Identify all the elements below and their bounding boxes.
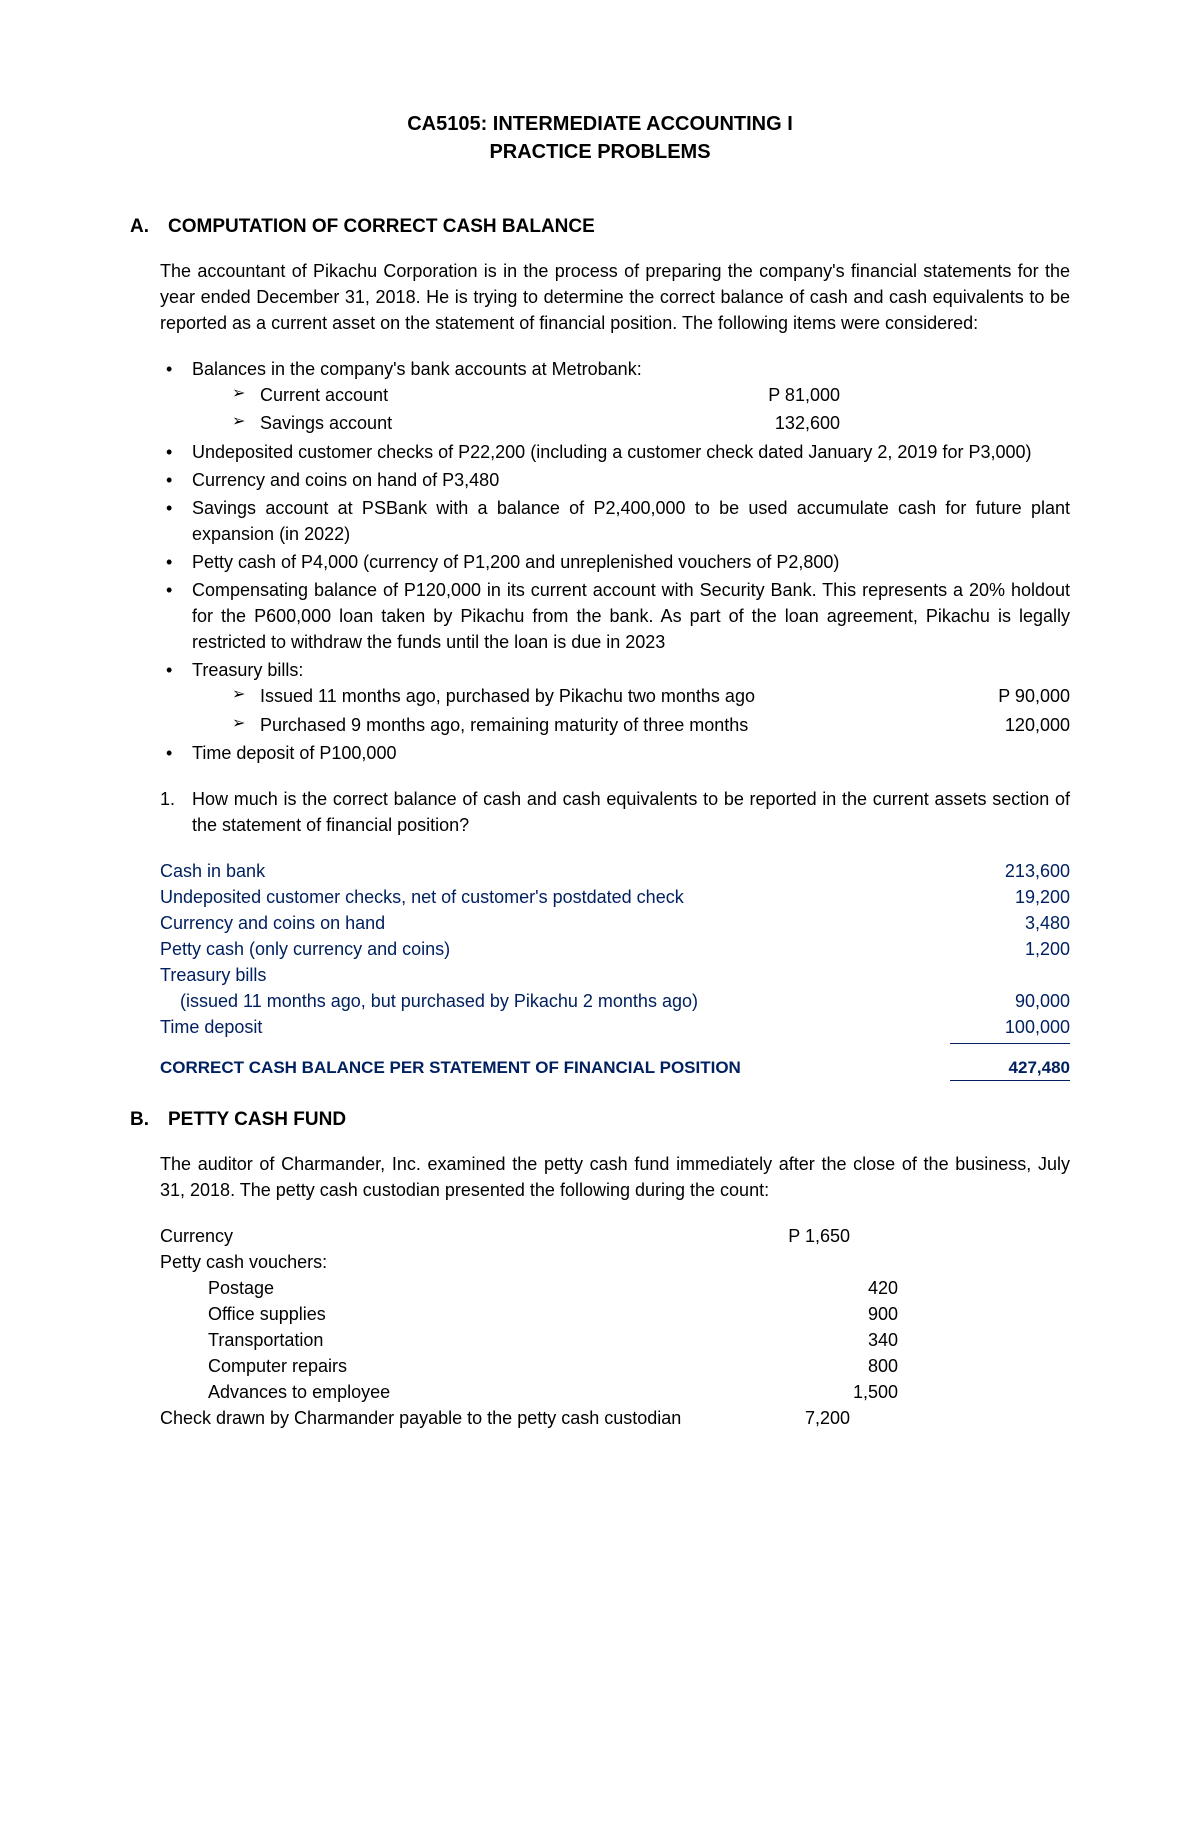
row-value: 800 xyxy=(798,1353,898,1379)
row-value: 340 xyxy=(798,1327,898,1353)
question-text: How much is the correct balance of cash … xyxy=(192,789,1070,835)
row-value: 1,500 xyxy=(798,1379,898,1405)
title-line-1: CA5105: INTERMEDIATE ACCOUNTING I xyxy=(130,110,1070,138)
petty-cash-table: Currency P 1,650 Petty cash vouchers: Po… xyxy=(160,1223,1070,1432)
bullet-item: Petty cash of P4,000 (currency of P1,200… xyxy=(160,549,1070,575)
bullet-item: Undeposited customer checks of P22,200 (… xyxy=(160,439,1070,465)
arrow-value: P 90,000 xyxy=(960,683,1070,709)
solution-row: Undeposited customer checks, net of cust… xyxy=(160,884,1070,910)
table-row: Transportation 340 xyxy=(160,1327,1070,1353)
bullet-item: Treasury bills: Issued 11 months ago, pu… xyxy=(160,657,1070,737)
solution-label: Undeposited customer checks, net of cust… xyxy=(160,884,950,910)
solution-value: 3,480 xyxy=(950,910,1070,936)
arrow-label: Savings account xyxy=(260,410,700,436)
table-row: Computer repairs 800 xyxy=(160,1353,1070,1379)
bullet-item: Balances in the company's bank accounts … xyxy=(160,356,1070,436)
row-label: Postage xyxy=(160,1275,798,1301)
section-b-heading: B. PETTY CASH FUND xyxy=(130,1109,1070,1131)
bank-account-sublist: Current account P 81,000 Savings account… xyxy=(232,382,1070,436)
bullet-item: Currency and coins on hand of P3,480 xyxy=(160,467,1070,493)
solution-label: Petty cash (only currency and coins) xyxy=(160,936,950,962)
document-page: CA5105: INTERMEDIATE ACCOUNTING I PRACTI… xyxy=(0,0,1200,1511)
table-row: Petty cash vouchers: xyxy=(160,1249,1070,1275)
solution-row: Currency and coins on hand 3,480 xyxy=(160,910,1070,936)
arrow-value: P 81,000 xyxy=(700,382,850,408)
solution-label: Cash in bank xyxy=(160,858,950,884)
document-title: CA5105: INTERMEDIATE ACCOUNTING I PRACTI… xyxy=(130,110,1070,166)
row-label: Currency xyxy=(160,1223,750,1249)
solution-value: 90,000 xyxy=(950,988,1070,1014)
section-a-heading: A. COMPUTATION OF CORRECT CASH BALANCE xyxy=(130,216,1070,238)
table-row: Postage 420 xyxy=(160,1275,1070,1301)
row-value: P 1,650 xyxy=(750,1223,850,1249)
solution-row: Treasury bills xyxy=(160,962,1070,988)
title-line-2: PRACTICE PROBLEMS xyxy=(130,138,1070,166)
section-a-questions: 1. How much is the correct balance of ca… xyxy=(160,786,1070,838)
treasury-bills-sublist: Issued 11 months ago, purchased by Pikac… xyxy=(232,683,1070,737)
row-label: Transportation xyxy=(160,1327,798,1353)
table-row: Check drawn by Charmander payable to the… xyxy=(160,1405,1070,1431)
arrow-item: Issued 11 months ago, purchased by Pikac… xyxy=(232,683,1070,709)
arrow-item: Purchased 9 months ago, remaining maturi… xyxy=(232,712,1070,738)
solution-row: (issued 11 months ago, but purchased by … xyxy=(160,988,1070,1014)
solution-table: Cash in bank 213,600 Undeposited custome… xyxy=(160,858,1070,1044)
question-item: 1. How much is the correct balance of ca… xyxy=(160,786,1070,838)
solution-value: 213,600 xyxy=(950,858,1070,884)
solution-label: Time deposit xyxy=(160,1014,950,1043)
solution-sublabel: (issued 11 months ago, but purchased by … xyxy=(160,988,950,1014)
solution-row: Time deposit 100,000 xyxy=(160,1014,1070,1043)
row-label: Check drawn by Charmander payable to the… xyxy=(160,1405,750,1431)
arrow-value: 132,600 xyxy=(700,410,850,436)
solution-value: 19,200 xyxy=(950,884,1070,910)
solution-row: Cash in bank 213,600 xyxy=(160,858,1070,884)
solution-label: Currency and coins on hand xyxy=(160,910,950,936)
solution-total-label: CORRECT CASH BALANCE PER STATEMENT OF FI… xyxy=(160,1058,741,1081)
solution-total-value: 427,480 xyxy=(950,1058,1070,1081)
row-label: Office supplies xyxy=(160,1301,798,1327)
bullet-text: Balances in the company's bank accounts … xyxy=(192,359,642,379)
solution-value xyxy=(950,962,1070,988)
arrow-label: Issued 11 months ago, purchased by Pikac… xyxy=(260,683,960,709)
arrow-value: 120,000 xyxy=(960,712,1070,738)
solution-row: Petty cash (only currency and coins) 1,2… xyxy=(160,936,1070,962)
bullet-text: Treasury bills: xyxy=(192,660,303,680)
arrow-label: Current account xyxy=(260,382,700,408)
row-value: 420 xyxy=(798,1275,898,1301)
row-value xyxy=(750,1249,850,1275)
bullet-item: Savings account at PSBank with a balance… xyxy=(160,495,1070,547)
arrow-item: Current account P 81,000 xyxy=(232,382,1070,408)
row-value: 7,200 xyxy=(750,1405,850,1431)
solution-total-row: CORRECT CASH BALANCE PER STATEMENT OF FI… xyxy=(160,1058,1070,1081)
table-row: Advances to employee 1,500 xyxy=(160,1379,1070,1405)
row-value: 900 xyxy=(798,1301,898,1327)
solution-value: 1,200 xyxy=(950,936,1070,962)
section-a-bullet-list: Balances in the company's bank accounts … xyxy=(160,356,1070,765)
solution-value: 100,000 xyxy=(950,1014,1070,1043)
table-row: Currency P 1,650 xyxy=(160,1223,1070,1249)
question-number: 1. xyxy=(160,786,175,812)
row-label: Petty cash vouchers: xyxy=(160,1249,750,1275)
arrow-label: Purchased 9 months ago, remaining maturi… xyxy=(260,712,960,738)
table-row: Office supplies 900 xyxy=(160,1301,1070,1327)
row-label: Advances to employee xyxy=(160,1379,798,1405)
section-b-intro: The auditor of Charmander, Inc. examined… xyxy=(160,1151,1070,1203)
bullet-item: Compensating balance of P120,000 in its … xyxy=(160,577,1070,655)
bullet-item: Time deposit of P100,000 xyxy=(160,740,1070,766)
arrow-item: Savings account 132,600 xyxy=(232,410,1070,436)
row-label: Computer repairs xyxy=(160,1353,798,1379)
section-a-intro: The accountant of Pikachu Corporation is… xyxy=(160,258,1070,336)
solution-label: Treasury bills xyxy=(160,962,950,988)
